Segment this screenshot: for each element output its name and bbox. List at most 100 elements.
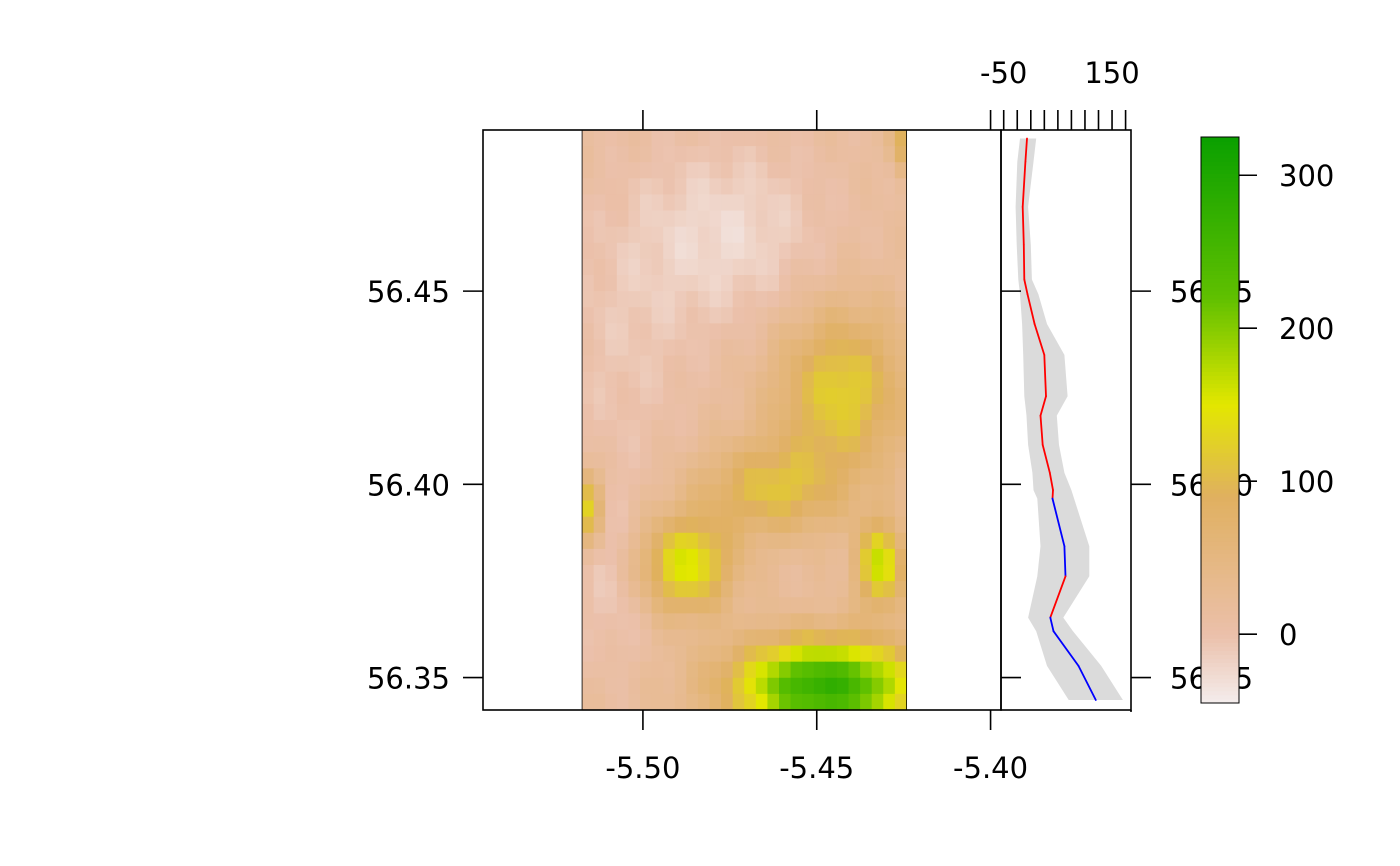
raster-cell: [710, 356, 722, 373]
raster-cell: [849, 404, 861, 421]
raster-cell: [837, 130, 849, 147]
raster-cell: [594, 130, 606, 147]
raster-cell: [791, 646, 803, 663]
raster-cell: [744, 662, 756, 679]
raster-cell: [802, 307, 814, 324]
raster-cell: [710, 146, 722, 163]
raster-cell: [849, 356, 861, 373]
colorbar-strip: [1201, 533, 1239, 538]
raster-cell: [605, 291, 617, 308]
raster-cell: [721, 356, 733, 373]
raster-cell: [605, 436, 617, 453]
raster-cell: [837, 678, 849, 695]
raster-cell: [663, 275, 675, 292]
raster-cell: [617, 436, 629, 453]
raster-cell: [860, 565, 872, 582]
colorbar-strip: [1201, 456, 1239, 461]
raster-cell: [698, 646, 710, 663]
raster-cell: [791, 323, 803, 340]
raster-cell: [617, 275, 629, 292]
raster-cell: [814, 549, 826, 566]
raster-cell: [744, 420, 756, 437]
raster-cell: [698, 146, 710, 163]
raster-cell: [652, 275, 664, 292]
raster-cell: [837, 227, 849, 244]
colorbar-strip: [1201, 630, 1239, 635]
raster-cell: [721, 484, 733, 501]
raster-cell: [686, 275, 698, 292]
raster-cell: [594, 243, 606, 260]
raster-cell: [791, 194, 803, 211]
colorbar-strip: [1201, 194, 1239, 199]
raster-cell: [617, 484, 629, 501]
raster-cell: [582, 436, 594, 453]
raster-cell: [849, 517, 861, 534]
raster-cell: [791, 613, 803, 630]
colorbar-strip: [1201, 654, 1239, 659]
colorbar-strip: [1201, 145, 1239, 150]
raster-cell: [652, 243, 664, 260]
raster-cell: [849, 678, 861, 695]
raster-cell: [605, 549, 617, 566]
raster-cell: [617, 178, 629, 195]
colorbar-strip: [1201, 287, 1239, 292]
raster-cell: [710, 211, 722, 228]
colorbar-strip: [1201, 590, 1239, 595]
colorbar-strip: [1201, 687, 1239, 692]
raster-cell: [640, 275, 652, 292]
colorbar-strip: [1201, 169, 1239, 174]
raster-cell: [860, 549, 872, 566]
raster-cell: [872, 162, 884, 179]
raster-cell: [744, 629, 756, 646]
raster-cell: [628, 162, 640, 179]
raster-cell: [594, 372, 606, 389]
raster-cell: [883, 646, 895, 663]
raster-cell: [825, 307, 837, 324]
raster-cell: [860, 597, 872, 614]
raster-cell: [710, 436, 722, 453]
raster-cell: [837, 484, 849, 501]
raster-cell: [744, 549, 756, 566]
raster-cell: [872, 678, 884, 695]
raster-cell: [710, 404, 722, 421]
colorbar-strip: [1201, 570, 1239, 575]
raster-cell: [721, 565, 733, 582]
raster-cell: [767, 146, 779, 163]
raster-cell: [686, 291, 698, 308]
colorbar-strip: [1201, 392, 1239, 397]
raster-cell: [744, 323, 756, 340]
colorbar-strip: [1201, 226, 1239, 231]
raster-cell: [733, 436, 745, 453]
raster-cell: [605, 613, 617, 630]
colorbar-strip: [1201, 343, 1239, 348]
raster-cell: [594, 194, 606, 211]
raster-cell: [837, 211, 849, 228]
raster-cell: [837, 646, 849, 663]
raster-cell: [710, 388, 722, 405]
raster-cell: [652, 162, 664, 179]
raster-cell: [837, 420, 849, 437]
raster-cell: [791, 678, 803, 695]
raster-cell: [698, 356, 710, 373]
raster-cell: [652, 613, 664, 630]
raster-cell: [605, 694, 617, 711]
raster-cell: [872, 452, 884, 469]
raster-cell: [802, 130, 814, 147]
raster-cell: [849, 372, 861, 389]
raster-cell: [721, 130, 733, 147]
map-y-tick-label: 56.35: [367, 662, 450, 696]
colorbar-strip: [1201, 149, 1239, 154]
raster-cell: [698, 597, 710, 614]
raster-cell: [744, 227, 756, 244]
raster-cell: [744, 307, 756, 324]
raster-cell: [883, 678, 895, 695]
colorbar-strip: [1201, 270, 1239, 275]
raster-cell: [814, 388, 826, 405]
colorbar-strip: [1201, 549, 1239, 554]
raster-cell: [767, 468, 779, 485]
raster-cell: [617, 549, 629, 566]
raster-cell: [605, 372, 617, 389]
raster-cell: [594, 404, 606, 421]
raster-cell: [825, 678, 837, 695]
raster-cell: [802, 468, 814, 485]
